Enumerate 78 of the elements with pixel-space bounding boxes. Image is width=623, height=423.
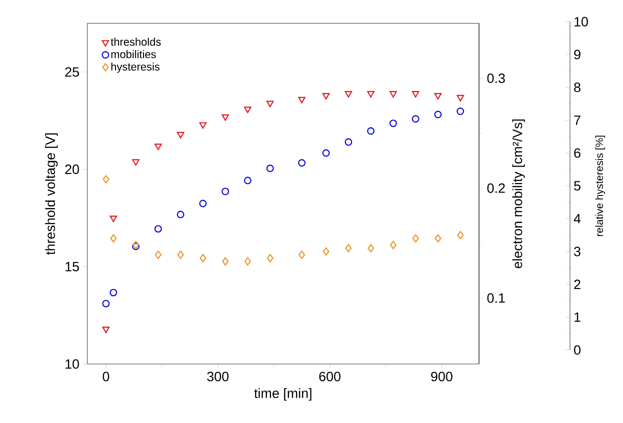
- point: [434, 92, 442, 100]
- y3-tick-label: 4: [574, 214, 581, 224]
- point: [266, 254, 274, 262]
- y3-tick-label: 0: [574, 345, 580, 355]
- point: [344, 91, 352, 98]
- point: [456, 94, 464, 102]
- point: [412, 234, 419, 243]
- y3-tick-label: 9: [574, 50, 580, 60]
- point: [199, 200, 207, 208]
- point: [222, 114, 229, 121]
- point: [244, 106, 252, 114]
- point: [434, 234, 442, 243]
- point: [457, 230, 464, 240]
- y-tick-label: 10: [66, 359, 79, 369]
- x-tick-label: 300: [207, 372, 229, 382]
- x-tick-label: 600: [319, 372, 340, 382]
- point: [389, 120, 397, 128]
- y3-tick-label: 8: [574, 82, 580, 92]
- point: [154, 250, 162, 259]
- y3-tick-label: 2: [574, 280, 580, 290]
- point: [110, 234, 117, 243]
- point: [298, 159, 306, 167]
- legend-label: hysteresis: [111, 62, 160, 73]
- point: [200, 254, 206, 262]
- point: [368, 244, 374, 252]
- y2-axis-title: electron mobility [cm²/Vs]: [512, 120, 525, 268]
- point: [222, 257, 229, 266]
- point: [345, 244, 352, 252]
- point: [266, 164, 274, 172]
- point: [244, 176, 252, 184]
- y-tick-label: 25: [65, 67, 79, 77]
- legend-label: mobilities: [111, 50, 156, 58]
- x-axis-title: time [min]: [254, 388, 312, 401]
- point: [367, 127, 375, 135]
- point: [102, 300, 110, 308]
- point: [176, 132, 184, 138]
- y3-tick-label: 1: [574, 312, 580, 322]
- point: [110, 216, 118, 222]
- y3-tick-label: 6: [574, 148, 580, 158]
- point: [322, 247, 330, 256]
- point: [322, 92, 330, 100]
- point: [344, 138, 352, 146]
- point: [412, 115, 420, 123]
- point: [244, 257, 251, 266]
- point: [298, 250, 306, 259]
- point: [154, 225, 162, 233]
- y3-axis-title: relative hysteresis [%]: [595, 136, 606, 236]
- point: [132, 159, 140, 166]
- x-tick-label: 0: [102, 372, 110, 382]
- y-tick-label: 15: [66, 262, 79, 272]
- y3-tick-label: 7: [574, 116, 580, 125]
- point: [412, 91, 420, 98]
- legend-label: thresholds: [110, 38, 161, 46]
- point: [298, 96, 306, 104]
- point: [266, 100, 274, 108]
- x-tick-label: 900: [431, 372, 452, 382]
- point: [102, 326, 110, 334]
- point: [390, 91, 397, 98]
- point: [154, 144, 162, 150]
- point: [456, 107, 464, 115]
- y2-tick-label: 0.3: [487, 73, 505, 84]
- point: [390, 240, 396, 250]
- y-axis-title: threshold voltage [V]: [45, 133, 58, 255]
- y3-tick-label: 3: [574, 246, 580, 256]
- point: [367, 91, 374, 98]
- y2-tick-label: 0.1: [487, 293, 505, 303]
- point: [110, 288, 118, 296]
- point: [199, 122, 207, 129]
- point: [434, 110, 442, 118]
- y3-tick-label: 10: [574, 16, 588, 26]
- y3-tick-label: 5: [574, 181, 580, 191]
- y2-tick-label: 0.2: [487, 183, 505, 193]
- point: [222, 188, 230, 196]
- y-tick-label: 20: [65, 164, 79, 174]
- point: [102, 175, 110, 184]
- point: [177, 250, 184, 259]
- point: [322, 149, 330, 157]
- point: [176, 210, 184, 218]
